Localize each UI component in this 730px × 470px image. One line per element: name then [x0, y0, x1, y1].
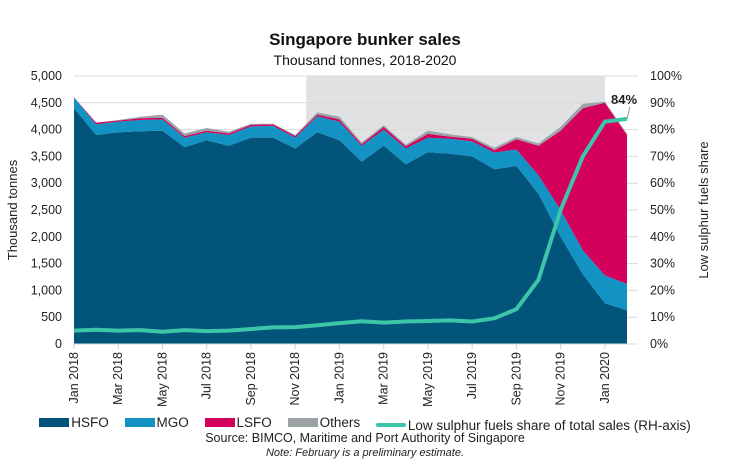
x-axis: Jan 2018 Mar 2018 May 2018 Jul 2018 Sep 2018… [67, 343, 638, 407]
y-tick-label: 2,500 [31, 203, 62, 217]
stacked-areas [74, 97, 627, 344]
y-tick-label: 5,000 [31, 69, 62, 83]
x-tick-label: Jul 2018 [200, 352, 214, 399]
annotation-84-percent: 84% [611, 92, 637, 107]
legend-swatch-ls-share [375, 423, 406, 427]
legend: HSFO MGO LSFO Others Low sulphur fuels s… [0, 415, 730, 433]
y2-axis-label: Low sulphur fuels share [696, 141, 711, 278]
legend-item-ls-share: Low sulphur fuels share of total sales (… [375, 417, 691, 433]
chart-title: Singapore bunker sales [269, 30, 461, 49]
x-tick-label: Mar 2019 [377, 352, 391, 405]
legend-item-mgo: MGO [124, 415, 189, 430]
y2-tick-label: 70% [650, 149, 675, 163]
y2-tick-label: 80% [650, 123, 675, 137]
x-tick-label: Mar 2018 [111, 352, 125, 405]
legend-swatch-others [287, 418, 318, 427]
annotation-leader [626, 106, 631, 120]
share-line [73, 106, 631, 334]
x-tick-label: Nov 2018 [288, 352, 302, 406]
legend-swatch-lsfo [204, 418, 235, 427]
x-tick-label: Jan 2018 [67, 352, 81, 403]
source-text: Source: BIMCO, Maritime and Port Authori… [205, 431, 525, 445]
y2-tick-label: 50% [650, 203, 675, 217]
legend-item-hsfo: HSFO [39, 415, 109, 430]
y-tick-label: 4,000 [31, 123, 62, 137]
x-tick-label: May 2019 [421, 352, 435, 407]
legend-swatch-mgo [124, 418, 155, 427]
area-hsfo [74, 108, 627, 344]
y2-tick-label: 10% [650, 310, 675, 324]
legend-item-lsfo: LSFO [204, 415, 272, 430]
x-tick-label: Sep 2018 [244, 352, 258, 406]
y-tick-label: 0 [55, 337, 62, 351]
legend-label-hsfo: HSFO [71, 415, 109, 430]
y-tick-label: 1,500 [31, 257, 62, 271]
chart-subtitle: Thousand tonnes, 2018-2020 [274, 52, 457, 68]
x-tick-label: May 2018 [155, 352, 169, 407]
y-tick-label: 2,000 [31, 230, 62, 244]
y-tick-label: 3,000 [31, 176, 62, 190]
area-mgo [74, 97, 627, 311]
y-tick-label: 500 [41, 310, 62, 324]
y2-tick-label: 100% [650, 69, 682, 83]
y2-tick-label: 60% [650, 176, 675, 190]
legend-label-mgo: MGO [156, 415, 189, 430]
y-axis-label: Thousand tonnes [5, 159, 20, 260]
x-tick-label: Jan 2019 [332, 352, 346, 403]
y-tick-label: 3,500 [31, 149, 62, 163]
legend-label-others: Others [319, 415, 361, 430]
y-axis-right: 0% 10% 20% 30% 40% 50% 60% 70% 80% 90% 100% [650, 69, 682, 351]
x-tick-label: Sep 2019 [509, 352, 523, 406]
y2-tick-label: 30% [650, 257, 675, 271]
x-tick-label: Nov 2019 [554, 352, 568, 406]
legend-label-lsfo: LSFO [236, 415, 272, 430]
y2-tick-label: 40% [650, 230, 675, 244]
note-text: Note: February is a preliminary estimate… [265, 447, 465, 459]
legend-item-others: Others [287, 415, 361, 430]
line-ls-share [73, 116, 628, 334]
y-axis-left: 0 500 1,000 1,500 2,000 2,500 3,000 3,500 4,000 4… [31, 69, 62, 351]
y-tick-label: 1,000 [31, 283, 62, 297]
y2-tick-label: 20% [650, 283, 675, 297]
y-tick-label: 4,500 [31, 96, 62, 110]
x-tick-label: Jul 2019 [465, 352, 479, 399]
x-tick-label: Jan 2020 [598, 352, 612, 403]
y2-tick-label: 0% [650, 337, 668, 351]
y2-tick-label: 90% [650, 96, 675, 110]
legend-swatch-hsfo [39, 418, 70, 427]
chart: Singapore bunker sales Thousand tonnes, … [5, 30, 711, 407]
legend-label-ls-share: Low sulphur fuels share of total sales (… [407, 417, 691, 433]
